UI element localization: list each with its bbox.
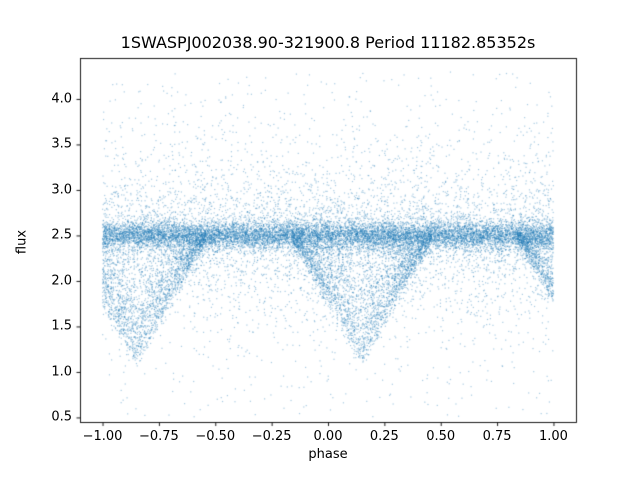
x-tick-label: −0.50 [195, 429, 236, 444]
x-axis-label: phase [308, 447, 348, 462]
x-tick-label: 0.75 [482, 429, 512, 444]
y-tick-label: 4.0 [51, 91, 72, 107]
y-tick-label: 3.0 [51, 182, 72, 198]
x-tick-label: 0.25 [369, 429, 399, 444]
y-tick-label: 3.5 [51, 136, 72, 152]
y-tick-label: 0.5 [51, 409, 72, 425]
y-tick-label: 2.0 [51, 273, 72, 289]
y-tick-label: 2.5 [51, 227, 72, 243]
x-tick-label: 0.00 [313, 429, 343, 444]
y-axis-label: flux [14, 229, 30, 255]
x-tick-label: −0.75 [138, 429, 179, 444]
x-tick-label: 1.00 [538, 429, 568, 444]
x-tick-label: −1.00 [82, 429, 123, 444]
x-tick-label: 0.50 [426, 429, 456, 444]
x-tick-label: −0.25 [251, 429, 292, 444]
y-tick-label: 1.5 [51, 318, 72, 334]
chart-title: 1SWASPJ002038.90-321900.8 Period 11182.8… [120, 33, 536, 52]
y-tick-label: 1.0 [51, 364, 72, 380]
